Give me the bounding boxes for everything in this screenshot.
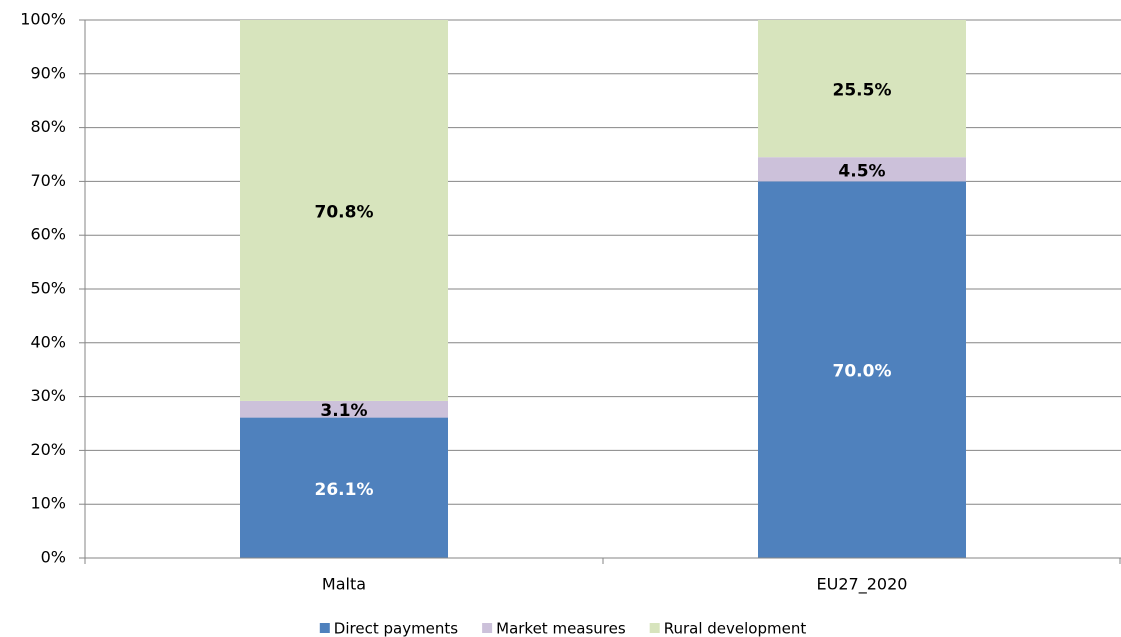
value-label: 70.0%: [833, 362, 892, 382]
value-label: 26.1%: [315, 480, 374, 500]
y-tick-label: 80%: [30, 117, 66, 136]
y-tick-label: 100%: [20, 10, 66, 29]
bar-segment: [240, 20, 448, 401]
y-tick-label: 40%: [30, 332, 66, 351]
y-tick-label: 50%: [30, 279, 66, 298]
y-tick-label: 70%: [30, 171, 66, 190]
x-tick-label: Malta: [322, 575, 366, 594]
bar-segment: [240, 417, 448, 558]
value-label: 3.1%: [320, 401, 367, 421]
x-tick-label: EU27_2020: [817, 575, 908, 595]
y-tick-label: 90%: [30, 63, 66, 82]
value-label: 25.5%: [833, 81, 892, 101]
legend-swatch: [649, 623, 660, 633]
y-tick-label: 0%: [41, 548, 66, 567]
legend-label: Market measures: [496, 620, 626, 637]
legend-label: Direct payments: [334, 620, 458, 637]
bar-segment: [758, 20, 966, 158]
legend-label: Rural development: [664, 620, 807, 637]
y-tick-label: 60%: [30, 225, 66, 244]
bar-segment: [758, 157, 966, 182]
value-label: 4.5%: [838, 161, 885, 181]
legend-swatch: [319, 623, 330, 633]
value-label: 70.8%: [315, 202, 374, 222]
y-tick-label: 10%: [30, 494, 66, 513]
bar-segment: [240, 400, 448, 418]
y-tick-label: 20%: [30, 440, 66, 459]
bar-segment: [758, 181, 966, 558]
legend-swatch: [482, 623, 493, 633]
y-tick-label: 30%: [30, 386, 66, 405]
